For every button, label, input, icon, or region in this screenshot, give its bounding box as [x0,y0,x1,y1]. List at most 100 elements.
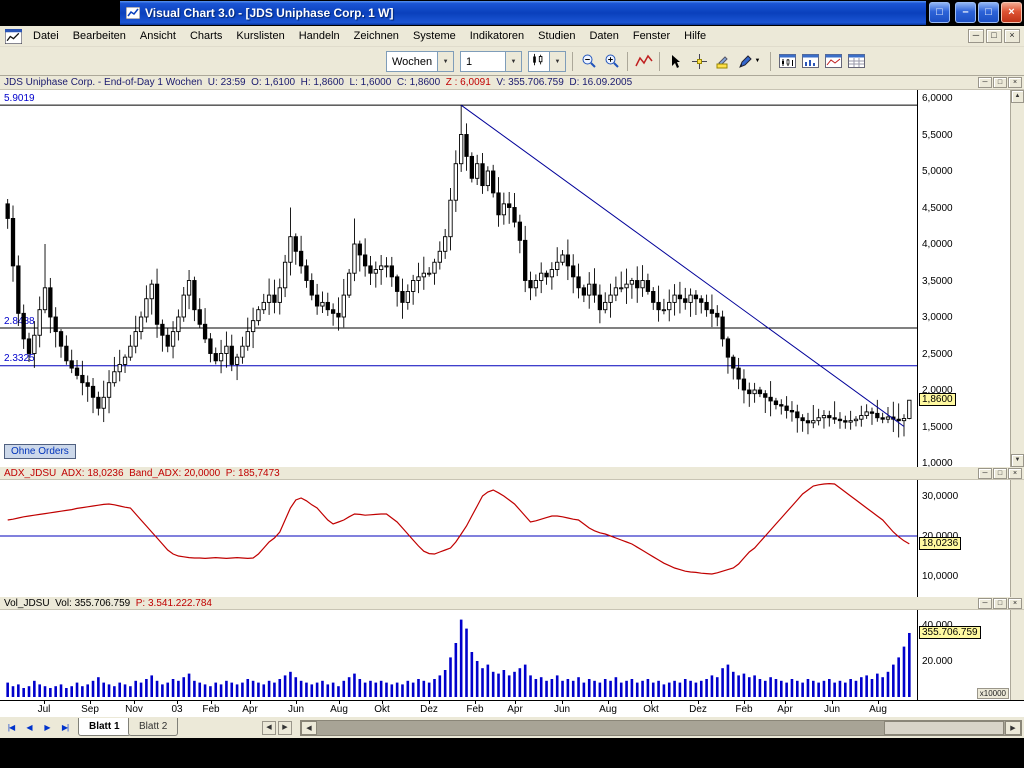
menu-item-fenster[interactable]: Fenster [632,30,671,42]
time-axis-tick [698,701,699,704]
menu-bar: Datei Bearbeiten Ansicht Charts Kurslisten Ha… [0,26,1024,47]
mdi-restore-button[interactable]: □ [986,29,1002,43]
adx-axis-label: 10,0000 [922,571,959,582]
time-axis-label: Aug [869,704,887,715]
highlighter-tool-button[interactable] [711,50,733,72]
menu-item-handeln[interactable]: Handeln [298,30,340,42]
adx-pane-scrollbar[interactable] [1010,480,1024,597]
menu-item-ansicht[interactable]: Ansicht [139,30,176,42]
volume-chart-svg [6,619,911,697]
pane-minimize-button[interactable]: ─ [978,77,992,88]
zoom-out-button[interactable] [578,50,600,72]
period-combobox[interactable]: Wochen ▼ [386,51,454,72]
chevron-down-icon[interactable]: ▼ [549,52,565,71]
scroll-right-icon[interactable]: ▶ [1005,721,1021,735]
pen-icon [738,54,752,68]
menu-item-kurslisten[interactable]: Kurslisten [236,30,285,42]
time-axis-label: Apr [507,704,523,715]
time-axis-row: Jul Sep Nov 03 Feb Apr Jun Aug Okt Dez Feb Apr Jun Au… [0,700,1024,716]
adx-chart-plot[interactable] [0,480,917,597]
horizontal-scrollbar[interactable]: ◀ ▶ [300,720,1022,736]
minimize-button[interactable]: – [955,2,976,23]
candle-window-button[interactable] [776,50,798,72]
nav-next-button[interactable]: ▶ [44,723,50,732]
menu-item-hilfe[interactable]: Hilfe [684,30,707,42]
menu-item-systeme[interactable]: Systeme [412,30,456,42]
chart-info-text: JDS Uniphase Corp. - End-of-Day 1 Wochen… [4,77,446,88]
app-logo-icon [126,7,140,19]
pane-close-button[interactable]: × [1008,77,1022,88]
ohne-orders-button[interactable]: Ohne Orders [4,444,76,459]
tab-scroll-left-icon[interactable]: ◀ [262,721,276,735]
pane-maximize-button[interactable]: □ [993,77,1007,88]
maximize-button[interactable]: □ [978,2,999,23]
mdi-close-button[interactable]: × [1004,29,1020,43]
volume-chart-plot[interactable] [0,610,917,700]
time-axis-tick [250,701,251,704]
scroll-up-icon[interactable]: ▲ [1011,90,1024,103]
menu-item-bearbeiten[interactable]: Bearbeiten [72,30,126,42]
compression-combobox[interactable]: 1 ▼ [460,51,522,72]
pane-close-button[interactable]: × [1008,598,1022,609]
scrollbar-thumb[interactable] [884,721,1004,735]
time-axis[interactable]: Jul Sep Nov 03 Feb Apr Jun Aug Okt Dez Feb Apr Jun Au… [0,700,917,716]
pane-maximize-button[interactable]: □ [993,468,1007,479]
nav-prev-button[interactable]: ◀ [26,723,32,732]
pointer-tool-button[interactable] [665,50,687,72]
adx-axis[interactable]: 30,0000 20,0000 10,0000 18,0236 [917,480,1010,597]
chevron-down-icon[interactable]: ▼ [754,58,761,64]
volume-pane-scrollbar[interactable] [1010,610,1024,700]
price-axis-label: 5,5000 [922,129,953,141]
restore-extra-button[interactable]: □ [929,2,950,23]
scroll-left-icon[interactable]: ◀ [301,721,317,735]
pane-maximize-button[interactable]: □ [993,598,1007,609]
bar-window-button[interactable] [799,50,821,72]
crosshair-tool-button[interactable] [688,50,710,72]
time-axis-tick [382,701,383,704]
level-label-2: 2.3325 [4,353,35,364]
menu-item-daten[interactable]: Daten [589,30,619,42]
volume-header-text: Vol_JDSU Vol: 355.706.759 [4,597,136,609]
chevron-down-icon[interactable]: ▼ [505,52,521,71]
menu-item-indikatoren[interactable]: Indikatoren [469,30,525,42]
tab-blatt-1[interactable]: Blatt 1 [78,718,131,736]
menu-item-zeichnen[interactable]: Zeichnen [353,30,399,42]
time-axis-label: Dez [420,704,438,715]
indicator-button[interactable] [633,50,655,72]
tab-scroll-right-icon[interactable]: ▶ [278,721,292,735]
close-button[interactable]: × [1001,2,1022,23]
time-axis-tick [515,701,516,704]
pen-tool-button[interactable]: ▼ [734,50,764,72]
zoom-in-button[interactable] [601,50,623,72]
chevron-down-icon[interactable]: ▼ [437,52,453,71]
pane-minimize-button[interactable]: ─ [978,468,992,479]
pane-minimize-button[interactable]: ─ [978,598,992,609]
grid-window-button[interactable] [845,50,867,72]
window-title: Visual Chart 3.0 - [JDS Uniphase Corp. 1… [145,6,394,20]
menu-item-studien[interactable]: Studien [538,30,576,42]
price-axis-label: 6,0000 [922,93,953,104]
time-axis-tick [651,701,652,704]
volume-axis[interactable]: x10000 40.000 20.000 355.706.759 [917,610,1010,700]
candle-window-icon [778,54,796,68]
scroll-down-icon[interactable]: ▼ [1011,454,1024,467]
nav-last-button[interactable]: ▶| [61,723,69,732]
line-window-button[interactable] [822,50,844,72]
title-bar[interactable]: Visual Chart 3.0 - [JDS Uniphase Corp. 1… [120,1,926,25]
cursor-icon [672,54,680,68]
menu-item-charts[interactable]: Charts [189,30,223,42]
price-chart-plot[interactable]: 5.9019 2.8488 2.3325 Ohne Orders [0,90,917,467]
zoom-in-icon [605,54,619,68]
crosshair-icon [691,53,707,69]
tab-blatt-2[interactable]: Blatt 2 [128,718,179,736]
nav-first-button[interactable]: |◀ [7,723,15,732]
menu-item-datei[interactable]: Datei [33,30,59,42]
price-axis[interactable]: 6,0000 5,5000 5,0000 4,5000 4,0000 3,5000 3,00… [917,90,1010,467]
chart-type-combobox[interactable]: ▼ [528,51,566,72]
pane-close-button[interactable]: × [1008,468,1022,479]
adx-axis-label: 30,0000 [922,491,959,502]
time-axis-tick [475,701,476,704]
time-axis-tick [785,701,786,704]
price-pane-scrollbar[interactable]: ▲ ▼ [1010,90,1024,467]
mdi-minimize-button[interactable]: ─ [968,29,984,43]
